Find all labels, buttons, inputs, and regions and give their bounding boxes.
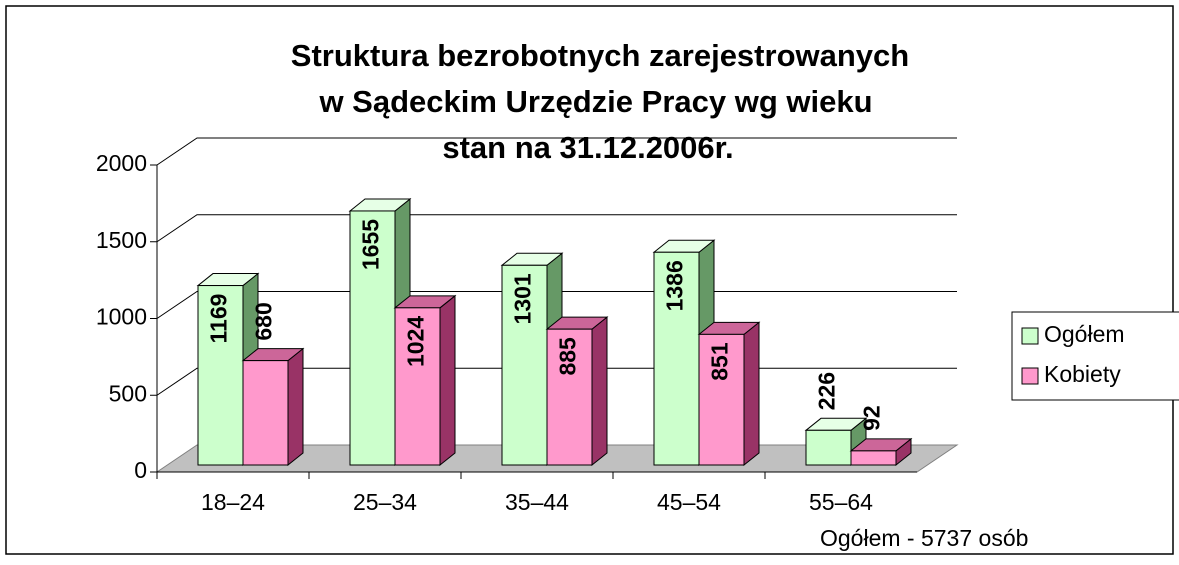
value-label: 92 — [859, 405, 885, 431]
bar-side — [439, 294, 456, 467]
value-label: 226 — [814, 372, 840, 410]
bar — [545, 316, 609, 467]
x-tick-label: 35–44 — [505, 489, 569, 515]
bar-front — [242, 360, 289, 466]
chart-title: w Sądeckim Urzędzie Pracy wg wieku — [318, 84, 872, 119]
y-tick-label: 2000 — [96, 150, 147, 176]
grid-line — [156, 214, 957, 243]
bar-front — [850, 450, 897, 466]
bar — [697, 321, 761, 467]
value-label: 885 — [555, 337, 581, 376]
value-label: 1169 — [206, 294, 232, 344]
bar-front — [653, 251, 700, 466]
legend-swatch — [1021, 327, 1039, 345]
value-label: 1655 — [358, 219, 384, 270]
chart-title: stan na 31.12.2006r. — [442, 130, 733, 165]
y-tick-label: 0 — [134, 457, 147, 483]
y-tick-label: 1000 — [96, 304, 147, 330]
y-tick-label: 500 — [109, 380, 147, 406]
chart-title: Struktura bezrobotnych zarejestrowanych — [291, 38, 909, 73]
bar — [849, 437, 913, 467]
legend-label: Kobiety — [1044, 361, 1121, 387]
bar-front — [197, 285, 244, 466]
bar-front — [698, 333, 745, 466]
x-tick-label: 25–34 — [353, 489, 417, 515]
legend-label: Ogółem — [1044, 321, 1125, 347]
annotation: Ogółem - 5737 osób — [820, 525, 1028, 551]
bar-front — [394, 307, 441, 466]
legend: Ogółem Kobiety — [1011, 311, 1179, 401]
value-label: 1024 — [403, 316, 429, 367]
bar-side — [591, 316, 608, 467]
x-tick-label: 18–24 — [201, 489, 265, 515]
bar-side — [743, 321, 760, 467]
value-label: 680 — [251, 302, 277, 340]
value-label: 1386 — [662, 260, 688, 311]
bar-front — [501, 264, 548, 466]
bar — [393, 294, 457, 467]
x-tick-label: 45–54 — [657, 489, 721, 515]
legend-swatch — [1021, 367, 1039, 385]
bar — [241, 347, 305, 467]
bar-front — [546, 328, 593, 466]
legend-box — [1011, 311, 1179, 401]
value-label: 1301 — [510, 273, 536, 324]
bar-side — [287, 347, 304, 467]
value-label: 851 — [707, 342, 733, 381]
bar-front — [805, 429, 852, 466]
bar-front — [349, 210, 396, 466]
x-tick-label: 55–64 — [809, 489, 873, 515]
y-tick-label: 1500 — [96, 227, 147, 253]
grid-line — [156, 137, 957, 166]
